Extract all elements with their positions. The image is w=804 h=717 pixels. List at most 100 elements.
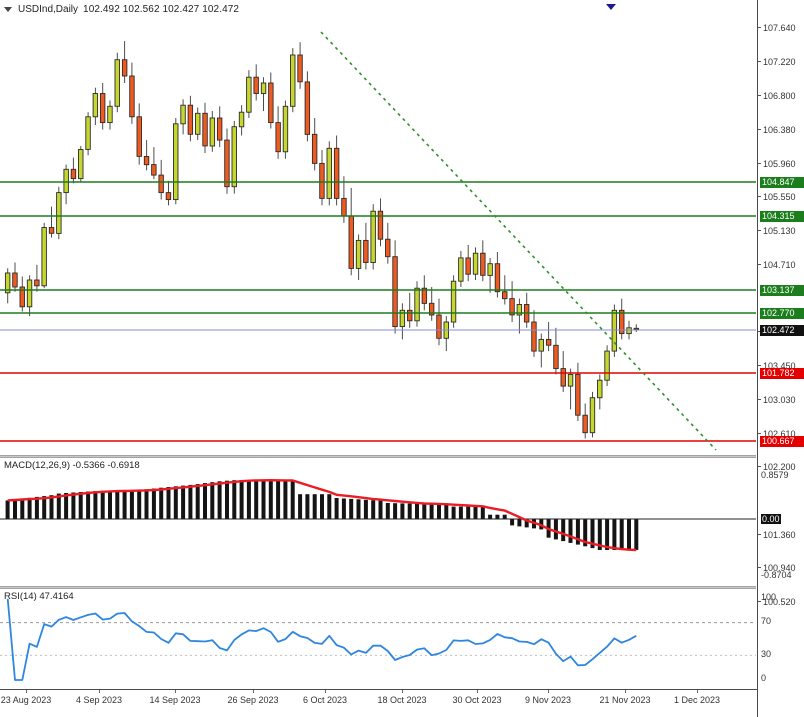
price-scale[interactable]: 107.640 107.220 106.800 106.380 105.960 105.5… — [757, 0, 804, 717]
macd-histogram-bar — [393, 503, 398, 519]
candle-bearish — [523, 304, 530, 323]
candle-bullish — [597, 379, 603, 399]
macd-histogram-bar — [590, 519, 595, 549]
macd-scale-bottom: -0.8704 — [758, 570, 804, 581]
candle-bearish — [633, 327, 640, 330]
macd-histogram-bar — [71, 492, 76, 519]
macd-histogram-bar — [239, 480, 244, 519]
candle-bullish — [611, 309, 618, 352]
date-label: 9 Nov 2023 — [524, 695, 572, 705]
macd-histogram-bar — [502, 514, 507, 519]
candle-bearish — [553, 344, 559, 370]
price-tick: 107.220 — [758, 57, 804, 68]
macd-histogram-bar — [597, 519, 602, 550]
date-axis[interactable]: 23 Aug 2023 4 Sep 2023 14 Sep 2023 26 Sep 2… — [0, 689, 757, 717]
macd-histogram-bar — [254, 480, 259, 519]
rsi-pane[interactable]: RSI(14) 47.4164 — [0, 590, 756, 688]
date-tick — [325, 690, 326, 693]
candle-bullish — [567, 373, 574, 387]
price-level-tag-current[interactable]: 102.472 — [760, 325, 804, 336]
macd-histogram-bar — [517, 519, 522, 527]
macd-histogram-bar — [458, 506, 463, 519]
rsi-plot — [0, 598, 756, 681]
tick-dash — [758, 567, 761, 568]
macd-histogram-bar — [203, 483, 207, 519]
macd-histogram-bar — [334, 498, 339, 519]
tick-dash — [758, 61, 761, 62]
date-tick — [26, 690, 27, 693]
candle-bullish — [450, 280, 457, 323]
macd-histogram-bar — [78, 492, 83, 519]
candle-bullish — [231, 126, 237, 188]
macd-pane[interactable]: MACD(12,26,9) -0.5366 -0.6918 — [0, 459, 756, 586]
macd-histogram-bar — [305, 494, 310, 519]
macd-histogram-bar — [122, 491, 127, 519]
candle-bearish — [165, 192, 172, 201]
price-tick: 106.380 — [758, 125, 804, 136]
price-level-tag-support[interactable]: 100.667 — [760, 436, 804, 447]
candle-bearish — [187, 104, 194, 135]
tick-dash — [758, 466, 761, 467]
price-level-tag-resistance[interactable]: 104.847 — [760, 177, 804, 188]
macd-histogram-bar — [627, 519, 631, 550]
candle-bullish — [516, 304, 523, 316]
macd-histogram-bar — [327, 494, 332, 519]
triangle-down-icon[interactable] — [4, 6, 12, 12]
macd-histogram-bar — [27, 497, 32, 519]
ohlc-values: 102.492 102.562 102.427 102.472 — [83, 3, 240, 15]
candle-bullish — [41, 227, 47, 287]
date-label: 14 Sep 2023 — [149, 695, 201, 705]
candle-bearish — [619, 309, 625, 335]
macd-histogram-bar — [100, 490, 105, 519]
rsi-tick-label: 30 — [761, 649, 772, 659]
tick-label: 100.940 — [763, 563, 796, 573]
price-pane[interactable] — [0, 16, 756, 456]
candle-bearish — [224, 139, 230, 188]
candle-bullish — [443, 321, 449, 339]
candle-bullish — [4, 272, 11, 294]
rsi-tick: 100 — [758, 592, 804, 603]
candle-bearish — [48, 227, 55, 234]
rsi-tick-label: 0 — [761, 673, 767, 683]
date-tick — [402, 690, 403, 693]
tick-label: 102.610 — [763, 429, 796, 439]
candle-bullish — [114, 59, 120, 107]
date-label: 21 Nov 2023 — [599, 695, 651, 705]
candle-bearish — [319, 162, 325, 199]
macd-histogram-bar — [217, 481, 222, 519]
price-tick: 102.610 — [758, 429, 804, 440]
price-level-tag-resistance[interactable]: 102.770 — [760, 308, 804, 319]
price-level-tag-support[interactable]: 101.782 — [760, 368, 804, 379]
tick-dash — [758, 264, 761, 265]
scale-label: 0.8579 — [761, 470, 789, 480]
candle-bearish — [428, 302, 435, 316]
macd-histogram-bar — [93, 491, 98, 519]
date-tick — [99, 690, 100, 693]
triangle-down-marker-icon — [606, 4, 616, 10]
macd-histogram-bar — [188, 484, 193, 519]
macd-histogram-bar — [42, 496, 47, 519]
candle-bearish — [333, 147, 340, 199]
candle-bearish — [582, 414, 588, 434]
candle-bearish — [392, 256, 398, 328]
price-level-tag-resistance[interactable]: 103.137 — [760, 285, 804, 296]
candle-bearish — [311, 133, 318, 164]
candle-bullish — [538, 338, 544, 352]
tick-dash — [758, 399, 761, 400]
macd-histogram-bar — [341, 498, 346, 519]
macd-histogram-bar — [290, 480, 295, 519]
tick-label: 107.220 — [763, 57, 796, 67]
candle-bullish — [78, 149, 84, 180]
candle-bearish — [407, 309, 413, 322]
candle-bearish — [129, 75, 135, 118]
macd-histogram-bar — [605, 519, 610, 550]
macd-histogram-bar — [312, 494, 317, 519]
tick-dash — [758, 27, 761, 28]
tick-dash — [758, 601, 761, 602]
macd-histogram-bar — [137, 489, 142, 519]
price-level-tag-resistance[interactable]: 104.315 — [760, 211, 804, 222]
candle-bearish — [421, 287, 428, 304]
candle-bearish — [136, 116, 142, 157]
candle-bearish — [377, 210, 384, 240]
